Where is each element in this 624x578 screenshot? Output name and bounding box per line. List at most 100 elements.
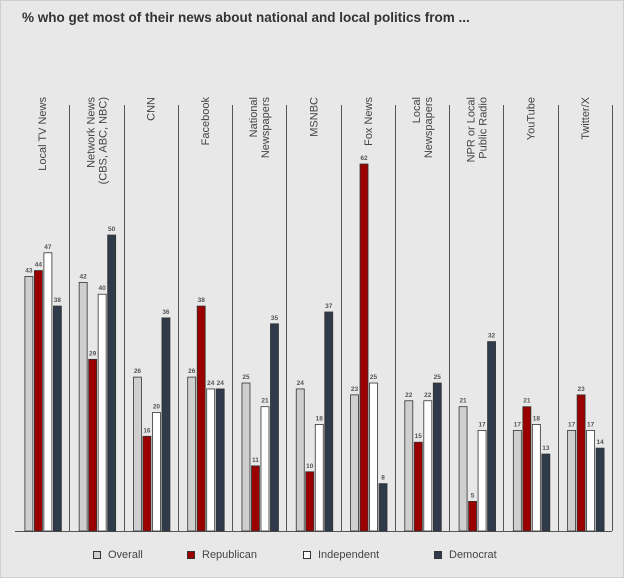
category-label: MSNBC: [309, 97, 321, 137]
data-label: 22: [424, 392, 432, 399]
bar-republican: [88, 358, 98, 532]
bar-democrat: [270, 323, 279, 532]
data-label: 24: [217, 380, 225, 387]
bar-independent: [314, 424, 324, 532]
bar-overall: [458, 406, 468, 532]
category-label: NationalNewspapers: [248, 97, 272, 159]
bar-republican: [196, 305, 206, 532]
category-label: YouTube: [526, 97, 538, 140]
data-label: 32: [488, 333, 496, 340]
data-label: 16: [143, 427, 151, 434]
bar-independent: [531, 424, 541, 532]
data-label: 23: [351, 386, 359, 393]
bar-overall: [187, 376, 197, 532]
chart-title: % who get most of their news about natio…: [22, 10, 470, 25]
data-label: 40: [99, 285, 107, 292]
data-label: 26: [188, 368, 196, 375]
data-label: 15: [415, 433, 423, 440]
bar-democrat: [161, 317, 171, 532]
bar-independent: [206, 388, 216, 532]
bar-republican: [33, 270, 43, 532]
bar-overall: [350, 394, 359, 532]
bar-democrat: [215, 388, 225, 532]
legend-label: Democrat: [449, 549, 497, 561]
bar-republican: [413, 441, 423, 532]
bar-democrat: [432, 382, 442, 532]
bar-independent: [423, 400, 433, 532]
bar-overall: [512, 429, 522, 532]
category-label: Facebook: [200, 97, 212, 146]
data-label: 20: [153, 404, 161, 411]
data-label: 35: [271, 315, 279, 322]
data-label: 62: [360, 155, 368, 162]
category-label: Fox News: [363, 97, 375, 146]
bar-independent: [260, 406, 270, 532]
bar-independent: [97, 293, 107, 532]
bar-democrat: [378, 483, 388, 532]
legend-item-overall: Overall: [93, 549, 143, 561]
data-label: 24: [207, 380, 215, 387]
legend-item-republican: Republican: [187, 549, 257, 561]
bar-republican: [359, 163, 369, 532]
data-label: 21: [459, 398, 467, 405]
data-label: 38: [198, 297, 206, 304]
legend-swatch: [434, 551, 442, 559]
data-label: 25: [370, 374, 378, 381]
data-label: 25: [434, 374, 442, 381]
bar-democrat: [487, 341, 496, 532]
bar-overall: [241, 382, 251, 532]
bar-democrat: [595, 447, 605, 532]
bar-republican: [468, 501, 477, 532]
data-label: 23: [577, 386, 585, 393]
legend-label: Overall: [108, 549, 143, 561]
data-label: 38: [54, 297, 62, 304]
data-label: 47: [44, 244, 52, 251]
legend-swatch: [187, 551, 195, 559]
legend-swatch: [93, 551, 101, 559]
data-label: 50: [108, 226, 116, 233]
data-label: 44: [35, 262, 43, 269]
bar-republican: [576, 394, 586, 532]
bar-independent: [369, 382, 378, 532]
bar-overall: [24, 276, 34, 532]
bar-republican: [142, 435, 152, 532]
data-label: 43: [25, 267, 33, 274]
data-label: 10: [306, 463, 314, 470]
bar-independent: [477, 429, 487, 532]
bar-overall: [567, 429, 577, 532]
data-label: 37: [325, 303, 333, 310]
bar-independent: [43, 252, 53, 532]
data-label: 26: [134, 368, 142, 375]
category-label: Local TV News: [37, 97, 49, 171]
data-label: 18: [316, 415, 324, 422]
bar-overall: [78, 281, 88, 532]
bar-independent: [586, 429, 596, 532]
bar-democrat: [107, 234, 117, 532]
bar-independent: [152, 412, 161, 532]
data-label: 17: [587, 421, 595, 428]
bar-democrat: [52, 305, 62, 532]
bar-republican: [522, 406, 532, 532]
data-label: 21: [261, 398, 269, 405]
bar-democrat: [324, 311, 334, 532]
category-label: NPR or LocalPublic Radio: [465, 97, 489, 162]
data-label: 22: [405, 392, 413, 399]
bar-republican: [305, 471, 315, 532]
data-label: 5: [471, 492, 475, 499]
legend-item-independent: Independent: [303, 549, 379, 561]
bar-overall: [133, 376, 142, 532]
data-label: 13: [542, 445, 550, 452]
data-label: 17: [568, 421, 576, 428]
data-label: 29: [89, 350, 97, 357]
bar-overall: [295, 388, 305, 532]
data-label: 17: [514, 421, 522, 428]
bar-overall: [404, 400, 414, 532]
data-label: 42: [80, 273, 88, 280]
category-label: Twitter/X: [580, 96, 592, 139]
data-label: 11: [252, 457, 259, 464]
data-label: 8: [381, 475, 385, 482]
category-label: CNN: [146, 97, 158, 121]
bar-republican: [251, 465, 260, 532]
legend-label: Republican: [202, 549, 258, 561]
